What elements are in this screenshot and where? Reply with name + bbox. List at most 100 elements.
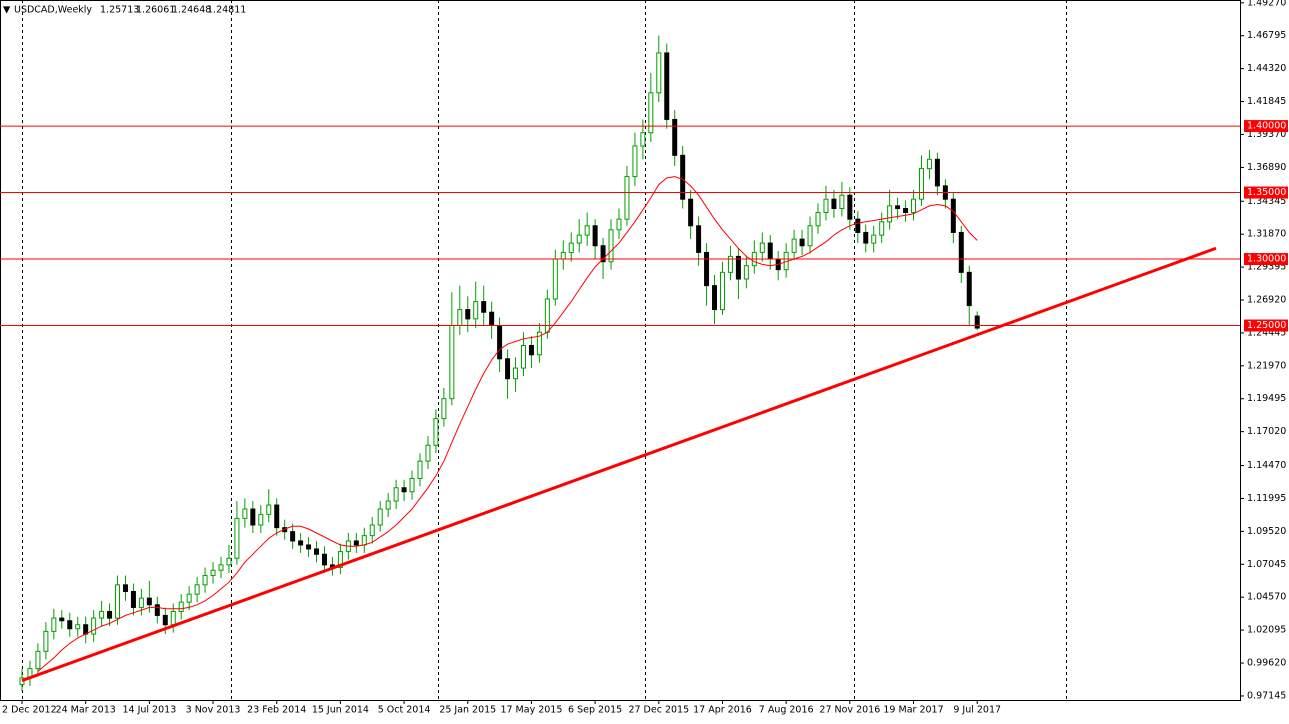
candle-body: [696, 225, 702, 253]
candle-body: [847, 194, 853, 220]
candle-body: [616, 218, 622, 231]
x-tick-label: 19 Mar 2017: [883, 705, 943, 716]
candle-body: [441, 398, 447, 420]
candle-body: [823, 198, 829, 214]
y-tick-label: 1.07045: [1247, 559, 1286, 570]
candle-body: [958, 231, 964, 273]
candle-body: [592, 225, 598, 247]
candle-body: [83, 624, 89, 635]
header-close: 1.24811: [207, 5, 246, 16]
candle-body: [513, 367, 519, 380]
candle-body: [43, 630, 49, 652]
y-tick-label: 1.04570: [1247, 592, 1286, 603]
x-tick-label: 14 Jul 2013: [122, 705, 176, 716]
candle-body: [170, 610, 176, 626]
x-tick-label: 23 Feb 2014: [247, 705, 306, 716]
trendline: [21, 246, 1217, 682]
level-label-bg: [1244, 319, 1288, 332]
candle-body: [306, 544, 312, 550]
y-tick-label: 1.31870: [1247, 229, 1286, 240]
candle-body: [67, 620, 73, 630]
candle-body: [664, 52, 670, 120]
y-tick-label: 1.34345: [1247, 196, 1286, 207]
y-tick-label: 1.14470: [1247, 460, 1286, 471]
y-tick-label: 1.39370: [1247, 129, 1286, 140]
y-tick-label: 1.17020: [1247, 426, 1286, 437]
candle-body: [250, 508, 256, 526]
x-tick-label: 27 Dec 2015: [628, 705, 689, 716]
candle-body: [75, 624, 81, 630]
candle-body: [576, 234, 582, 244]
candle-body: [385, 500, 391, 510]
candle-body: [290, 531, 296, 542]
candle-body: [505, 358, 511, 380]
candle-body: [361, 535, 367, 546]
candle-body: [672, 118, 678, 156]
level-label: 1.35000: [1247, 187, 1286, 198]
header-arrow: ▼: [3, 5, 11, 16]
candle-body: [767, 242, 773, 260]
candle-body: [99, 610, 105, 619]
candle-body: [138, 597, 144, 608]
candle-body: [369, 524, 375, 537]
candle-body: [266, 504, 272, 515]
candle-body: [934, 158, 940, 187]
x-tick-label: 6 Sep 2015: [568, 705, 622, 716]
candle-body: [377, 508, 383, 526]
candle-body: [154, 604, 160, 616]
candle-body: [544, 298, 550, 333]
y-tick-label: 1.36890: [1247, 162, 1286, 173]
candle-body: [35, 650, 41, 670]
candle-body: [409, 477, 415, 493]
candle-body: [719, 271, 725, 311]
candle-body: [552, 258, 558, 300]
candle-body: [465, 309, 471, 320]
x-tick-label: 17 Apr 2016: [693, 705, 752, 716]
candle-body: [258, 513, 264, 526]
candle-body: [178, 601, 184, 612]
candle-body: [218, 564, 224, 571]
candle-body: [791, 238, 797, 253]
candle-body: [234, 517, 240, 559]
candle-body: [433, 418, 439, 446]
candle-body: [568, 242, 574, 253]
candle-body: [321, 553, 327, 566]
candle-body: [481, 301, 487, 313]
candle-body: [146, 597, 152, 606]
candle-body: [226, 557, 232, 566]
candle-body: [536, 331, 542, 356]
header-high: 1.26061: [136, 5, 175, 16]
candle-body: [162, 614, 168, 626]
y-tick-label: 1.26920: [1247, 295, 1286, 306]
candle-body: [974, 315, 980, 329]
candle-body: [473, 301, 479, 320]
level-label: 1.40000: [1247, 121, 1286, 132]
candle-body: [107, 610, 113, 619]
y-tick-label: 1.29395: [1247, 262, 1286, 273]
y-tick-label: 1.19495: [1247, 393, 1286, 404]
candle-body: [839, 194, 845, 210]
y-tick-label: 1.41845: [1247, 96, 1286, 107]
y-tick-label: 1.49270: [1247, 0, 1286, 8]
candle-body: [743, 265, 749, 280]
y-tick-label: 1.24445: [1247, 327, 1286, 338]
candle-body: [393, 487, 399, 502]
candle-body: [91, 617, 97, 635]
candle-body: [314, 548, 320, 555]
candle-body: [735, 255, 741, 280]
level-label-bg: [1244, 253, 1288, 266]
y-tick-label: 1.44320: [1247, 63, 1286, 74]
header-low: 1.24648: [172, 5, 211, 16]
candle-body: [887, 205, 893, 223]
header-open: 1.25713: [100, 5, 139, 16]
candle-body: [855, 218, 861, 233]
candle-body: [489, 311, 495, 327]
candle-body: [950, 198, 956, 233]
candle-body: [600, 245, 606, 263]
candle-body: [449, 325, 455, 400]
level-label-bg: [1244, 120, 1288, 133]
candle-body: [401, 487, 407, 493]
candle-body: [911, 198, 917, 214]
